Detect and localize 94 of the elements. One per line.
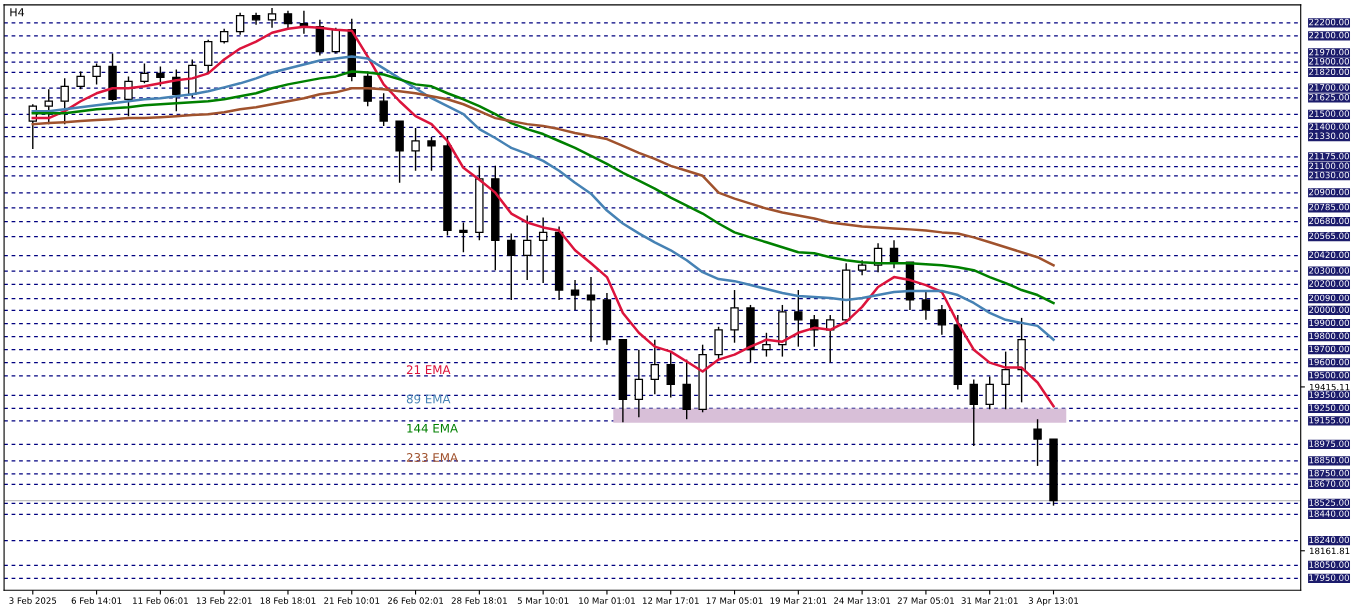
candlestick: [586, 276, 596, 343]
candlestick: [1033, 418, 1042, 467]
ref-line-label: 21100.00: [1309, 162, 1350, 170]
candlestick: [44, 88, 53, 125]
text: 89 EMA: [406, 394, 451, 404]
ref-line-label: 20900.00: [1309, 188, 1350, 196]
candlestick: [156, 65, 165, 88]
ref-line-label: 18525.00: [1309, 499, 1350, 506]
text: 144 EMA: [407, 423, 458, 433]
ref-line-label: 18850.00: [1309, 456, 1350, 464]
ref-line-label: 21500.00: [1309, 110, 1350, 117]
ref-line-label: 20200.00: [1309, 280, 1350, 287]
text: 21 EMA: [406, 365, 451, 374]
x-tick-label: 3 Apr 13:01: [1028, 597, 1079, 606]
ref-line-label: 20090.00: [1309, 294, 1350, 302]
ref-line-label: 17950.00: [1309, 574, 1350, 581]
candlestick: [921, 289, 931, 321]
ref-line-label: 20420.00: [1309, 251, 1350, 259]
ref-line-label: 18050.00: [1309, 561, 1350, 568]
text: 233 EMA: [406, 453, 458, 462]
y-tick-label: 18161.81: [1309, 547, 1350, 555]
candlestick: [411, 127, 420, 172]
candlestick: [507, 232, 516, 301]
ref-line-label: 20785.00: [1309, 203, 1350, 211]
ref-line-label: 19500.00: [1309, 371, 1350, 379]
y-tick-label: 19415.11: [1309, 383, 1350, 391]
candlestick: [538, 216, 548, 284]
ref-line-label: 20565.00: [1309, 232, 1350, 240]
ref-line-label: 20300.00: [1309, 267, 1350, 274]
ref-line-label: 21030.00: [1309, 171, 1350, 179]
ref-line-label: 19800.00: [1309, 332, 1350, 340]
ref-line-label: 20680.00: [1309, 217, 1350, 225]
candlestick: [634, 348, 644, 418]
ref-line-label: 19700.00: [1309, 345, 1350, 353]
x-tick-label: 12 Mar 17:01: [642, 597, 699, 604]
candlestick: [235, 12, 245, 36]
ref-line-label: 19900.00: [1309, 319, 1350, 327]
candlestick: [1001, 350, 1010, 410]
candlestick: [172, 68, 181, 112]
candlestick: [969, 378, 978, 447]
x-tick-label: 13 Feb 22:01: [196, 597, 252, 604]
candlestick: [570, 279, 580, 311]
candlestick: [60, 77, 69, 125]
ref-line-label: 21625.00: [1309, 93, 1350, 101]
x-tick-label: 24 Mar 13:01: [834, 597, 891, 604]
ref-line-label: 21400.00: [1309, 123, 1350, 130]
candlestick: [985, 375, 994, 410]
ref-line-label: 21700.00: [1309, 84, 1350, 91]
ref-line-label: 19600.00: [1309, 358, 1350, 366]
ref-line-label: 20000.00: [1309, 306, 1350, 313]
ref-line-label: 22100.00: [1309, 31, 1350, 39]
x-tick-label: 10 Mar 01:01: [579, 597, 635, 604]
ref-line-label: 21330.00: [1309, 132, 1350, 140]
ref-line-label: 21175.00: [1309, 152, 1350, 160]
chart-title: H4: [10, 8, 25, 17]
ref-line-label: 19250.00: [1309, 404, 1350, 411]
candlestick: [794, 289, 803, 348]
x-tick-label: 31 Mar 21:01: [961, 597, 1018, 604]
candlestick: [427, 136, 436, 172]
ref-line-label: 22200.00: [1309, 18, 1350, 26]
ref-line-label: 18975.00: [1309, 440, 1350, 447]
candlestick: [92, 62, 101, 86]
candlestick: [650, 339, 660, 396]
ref-line-label: 19155.00: [1309, 416, 1350, 424]
candlestick: [140, 62, 149, 85]
x-tick-label: 19 Mar 21:01: [770, 597, 827, 604]
ref-line-label: 21900.00: [1309, 58, 1350, 65]
ref-line-label: 18750.00: [1309, 469, 1350, 477]
ref-line-label: 21820.00: [1309, 68, 1350, 75]
x-tick-label: 21 Feb 10:01: [324, 597, 380, 604]
x-tick-label: 27 Mar 05:01: [897, 597, 954, 604]
ref-line-label: 21970.00: [1309, 48, 1350, 56]
candlestick: [283, 10, 293, 31]
candlestick: [666, 350, 675, 399]
x-tick-label: 5 Mar 10:01: [517, 597, 569, 604]
x-tick-label: 6 Feb 14:01: [71, 597, 122, 604]
candlestick: [937, 304, 947, 336]
x-tick-label: 17 Mar 05:01: [706, 597, 763, 604]
x-tick-label: 3 Feb 2025: [9, 597, 57, 604]
candlestick: [522, 214, 532, 281]
ref-line-label: 19350.00: [1309, 391, 1350, 398]
candlestick: [267, 7, 277, 29]
ref-line-label: 18240.00: [1309, 536, 1350, 544]
x-tick-label: 28 Feb 18:01: [451, 597, 507, 604]
candlestick: [762, 332, 771, 358]
x-tick-label: 26 Feb 02:01: [387, 597, 444, 604]
candlestick: [459, 221, 468, 253]
candlestick: [730, 289, 739, 344]
x-tick-label: 11 Feb 06:01: [133, 597, 188, 604]
candlestick: [379, 92, 388, 127]
ref-line-label: 18440.00: [1309, 510, 1350, 517]
ref-line-label: 18670.00: [1309, 480, 1350, 487]
line-series: [31, 87, 1055, 267]
x-tick-label: 18 Feb 18:01: [260, 597, 316, 604]
